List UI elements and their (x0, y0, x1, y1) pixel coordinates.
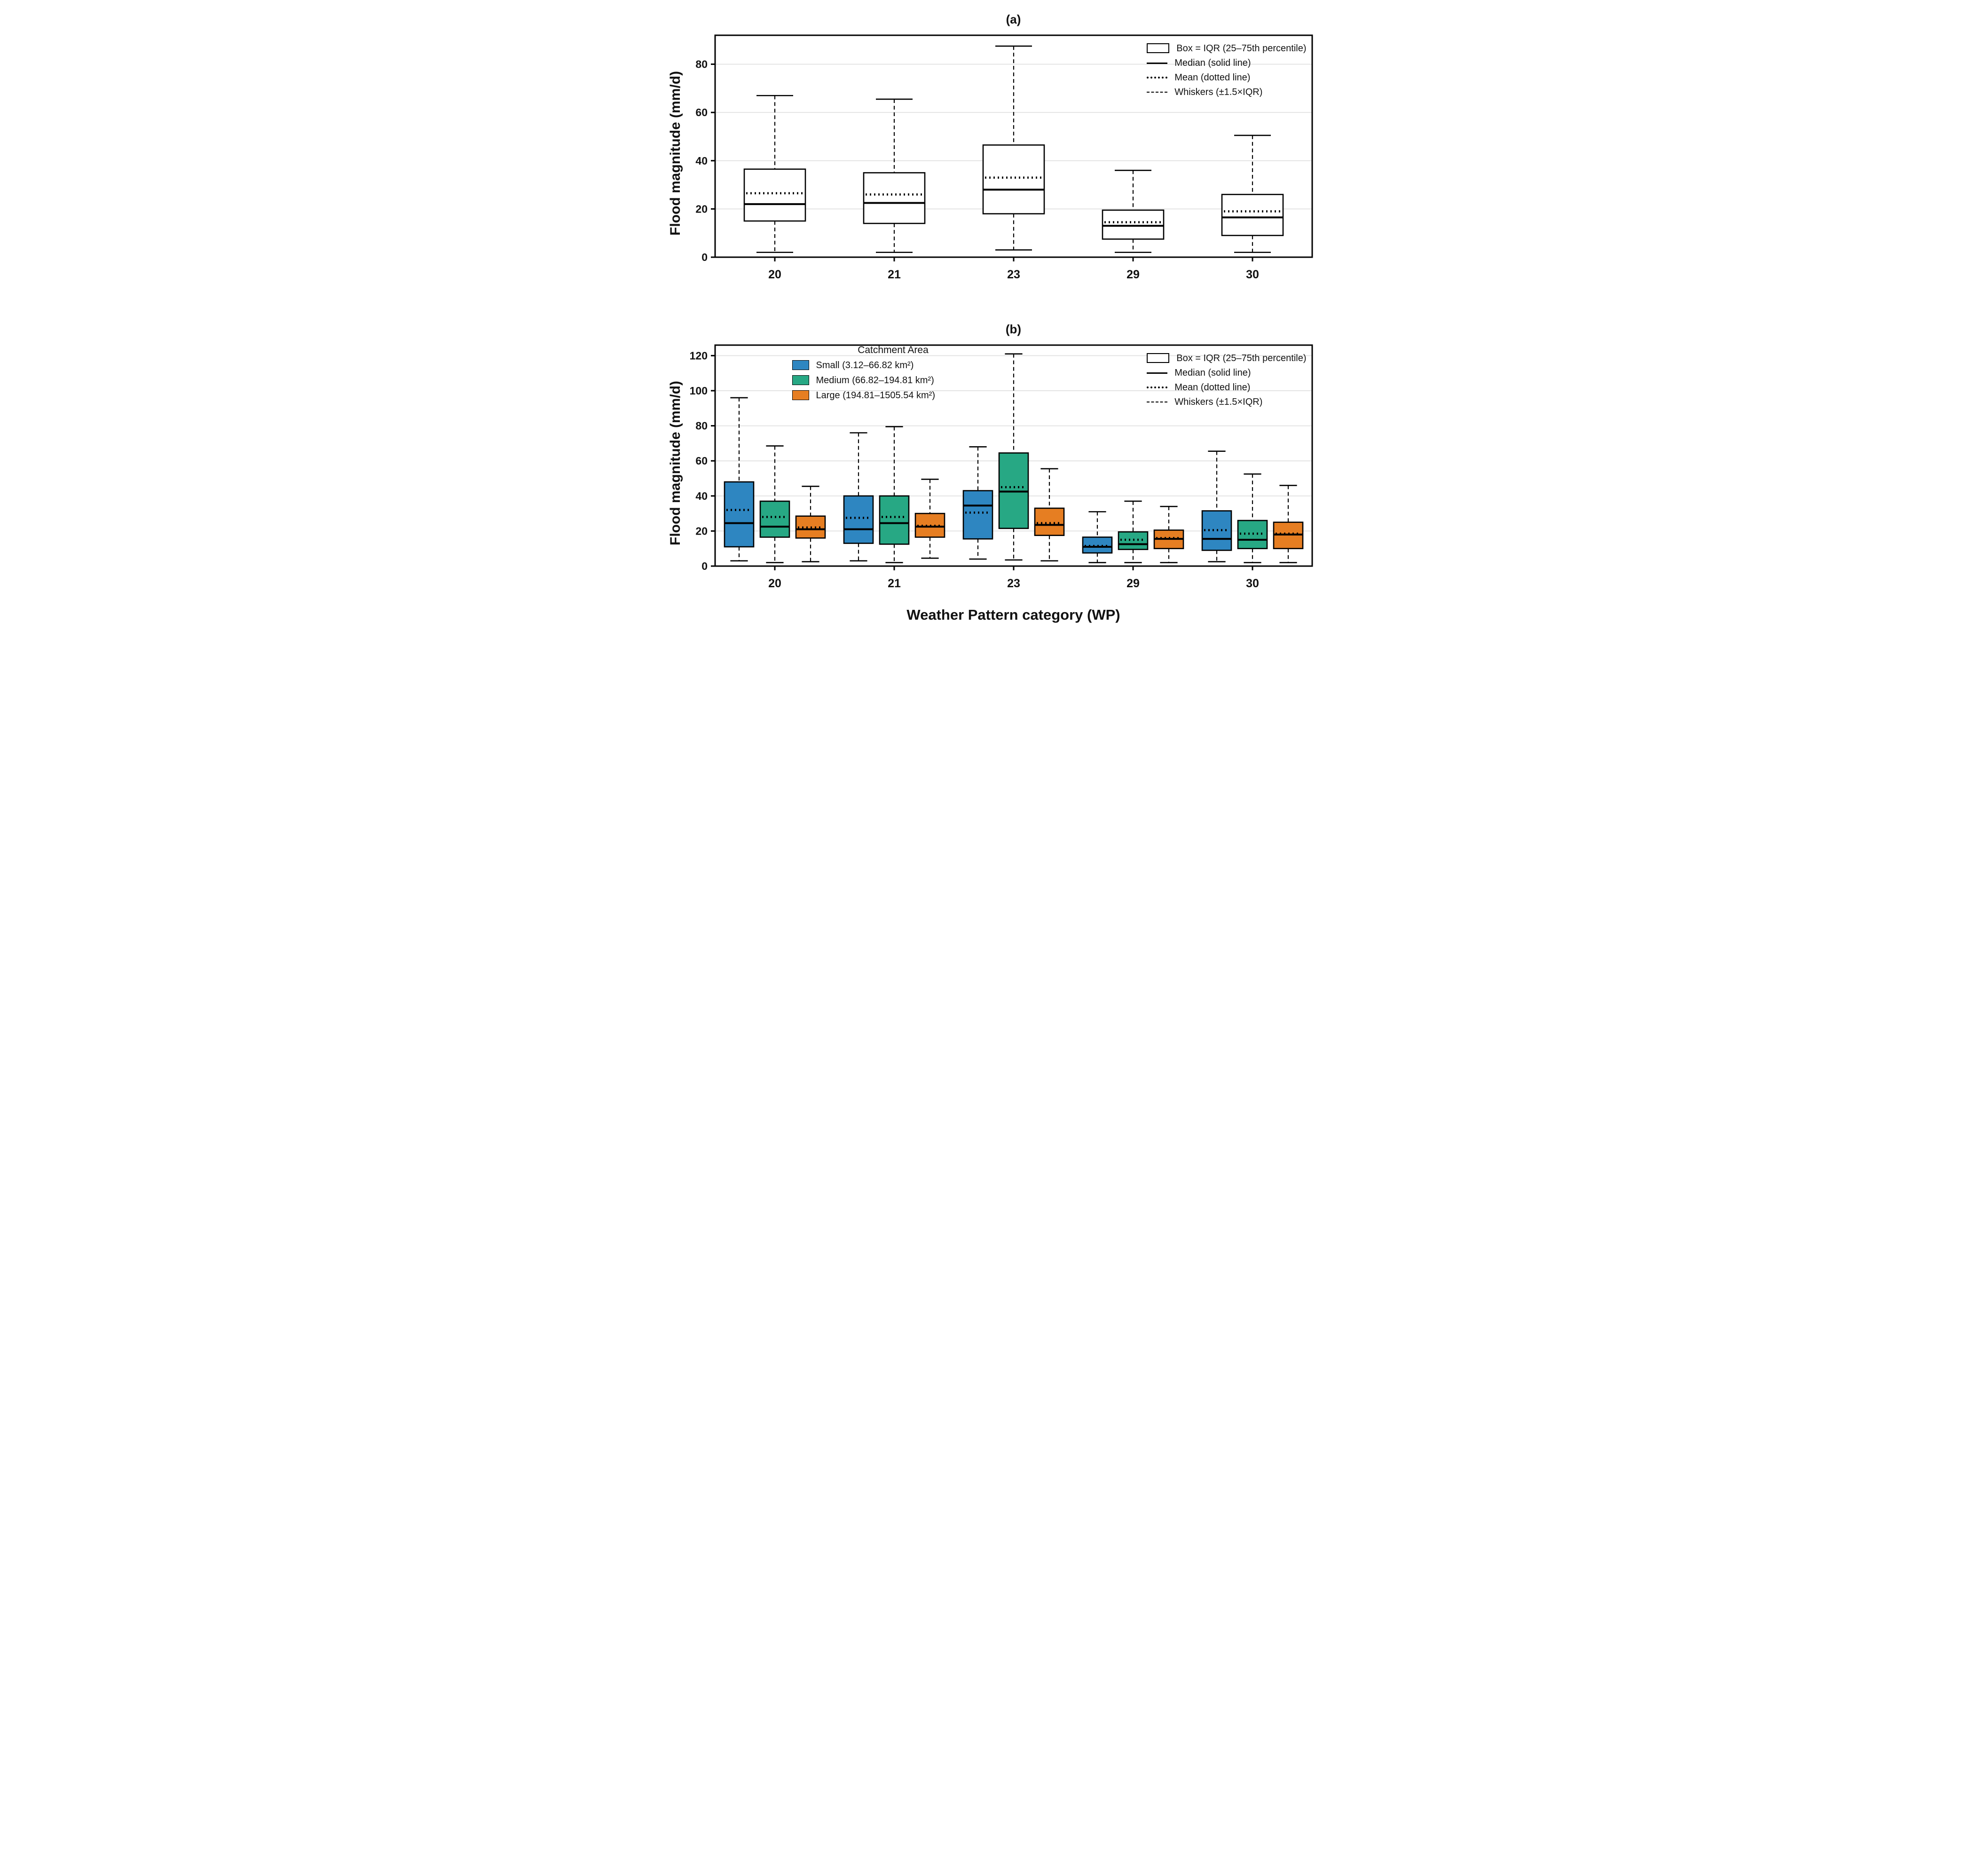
iqr-box (962, 490, 993, 540)
panel-b-chart: 0 20 40 60 80 100 120 20 21 23 29 30 (689, 344, 1313, 590)
mean-line-glyph-icon (1147, 77, 1168, 79)
iqr-box-glyph-icon (1147, 43, 1170, 53)
figure: (a) 0 20 40 60 80 20 21 23 29 30 Flood magnitude … (655, 0, 1323, 642)
panel-a-title: (a) (1006, 12, 1021, 26)
panel-gap (655, 292, 1323, 322)
iqr-box (863, 172, 925, 224)
median-line-glyph-icon (1147, 62, 1168, 64)
panel-b-y-axis-label: Flood magnitude (mm/d) (667, 381, 683, 545)
panel-a: (a) 0 20 40 60 80 20 21 23 29 30 Flood magnitude … (655, 12, 1323, 292)
x-tick-label: 30 (1246, 577, 1259, 590)
x-tick-label: 23 (1007, 268, 1020, 281)
iqr-box (1102, 209, 1164, 240)
x-tick-label: 20 (768, 268, 781, 281)
legend-label: Box = IQR (25–75th percentile) (1176, 353, 1307, 363)
panel-a-plot-wrap: 0 20 40 60 80 20 21 23 29 30 Flood magnitude (mm/… (655, 29, 1323, 292)
x-tick-label: 20 (768, 577, 781, 590)
iqr-box (724, 481, 754, 548)
iqr-box (843, 495, 874, 544)
whisker-line-glyph-icon (1147, 92, 1168, 93)
legend-label: Mean (dotted line) (1174, 72, 1251, 83)
legend-item-medium: Medium (66.82–194.81 km²) (792, 375, 994, 385)
legend-item-box: Box = IQR (25–75th percentile) (1147, 353, 1307, 363)
small-color-swatch-icon (792, 360, 809, 370)
x-axis-label: Weather Pattern category (WP) (906, 607, 1120, 623)
x-tick-label: 23 (1007, 577, 1020, 590)
legend-label: Medium (66.82–194.81 km²) (816, 375, 934, 386)
median-line-glyph-icon (1147, 372, 1168, 374)
y-tick-label: 20 (695, 203, 708, 215)
y-tick-label: 20 (695, 525, 708, 537)
y-tick-label: 100 (689, 385, 707, 397)
y-tick-label: 0 (701, 251, 708, 263)
iqr-box (982, 144, 1045, 214)
x-tick-label: 29 (1126, 268, 1140, 281)
x-tick-label: 29 (1126, 577, 1140, 590)
legend-label: Whiskers (±1.5×IQR) (1174, 397, 1263, 407)
legend-item-whisker: Whiskers (±1.5×IQR) (1147, 397, 1306, 407)
y-tick-label: 80 (695, 58, 708, 71)
x-tick-label: 21 (888, 268, 901, 281)
panel-b: (b) 0 20 40 60 80 100 120 20 21 23 29 30 Flood magn… (655, 322, 1323, 623)
legend-item-whisker: Whiskers (±1.5×IQR) (1147, 87, 1306, 97)
y-tick-label: 40 (695, 490, 708, 502)
legend-item-mean: Mean (dotted line) (1147, 73, 1306, 82)
panel-a-chart: 0 20 40 60 80 20 21 23 29 30 (695, 34, 1313, 281)
legend-label: Large (194.81–1505.54 km²) (816, 390, 936, 401)
legend-label: Median (solid line) (1174, 368, 1251, 378)
legend-label: Median (solid line) (1174, 58, 1251, 68)
y-tick-label: 40 (695, 155, 708, 167)
y-tick-label: 60 (695, 455, 708, 467)
iqr-box (1034, 507, 1064, 536)
y-tick-label: 80 (695, 420, 708, 432)
legend-label: Whiskers (±1.5×IQR) (1174, 87, 1263, 97)
panel-b-plot-wrap: 0 20 40 60 80 100 120 20 21 23 29 30 Flood magnitud… (655, 339, 1323, 602)
catchment-legend: Catchment Area Small (3.12–66.82 km²) Me… (792, 345, 994, 405)
panel-b-style-legend: Box = IQR (25–75th percentile) Median (s… (1147, 348, 1307, 412)
iqr-box (759, 500, 790, 538)
legend-item-median: Median (solid line) (1147, 368, 1306, 378)
legend-item-median: Median (solid line) (1147, 58, 1306, 68)
y-tick-label: 60 (695, 106, 708, 118)
panel-a-y-axis-label: Flood magnitude (mm/d) (667, 71, 683, 236)
panel-a-style-legend: Box = IQR (25–75th percentile) Median (s… (1147, 38, 1307, 102)
legend-item-small: Small (3.12–66.82 km²) (792, 360, 994, 370)
x-tick-label: 21 (888, 577, 901, 590)
mean-line-glyph-icon (1147, 386, 1168, 388)
y-tick-label: 0 (701, 560, 708, 572)
legend-label: Small (3.12–66.82 km²) (816, 360, 914, 370)
large-color-swatch-icon (792, 390, 809, 400)
legend-item-large: Large (194.81–1505.54 km²) (792, 390, 994, 400)
legend-label: Box = IQR (25–75th percentile) (1176, 43, 1307, 54)
medium-color-swatch-icon (792, 375, 809, 385)
y-tick-label: 120 (689, 349, 707, 362)
legend-label: Mean (dotted line) (1174, 382, 1251, 393)
iqr-box-glyph-icon (1147, 353, 1170, 363)
panel-b-title: (b) (1005, 322, 1022, 336)
iqr-box (879, 495, 909, 545)
x-tick-label: 30 (1246, 268, 1259, 281)
legend-item-box: Box = IQR (25–75th percentile) (1147, 43, 1307, 54)
catchment-legend-title: Catchment Area (858, 345, 929, 355)
iqr-box (1221, 194, 1284, 236)
iqr-box (743, 168, 806, 222)
legend-item-mean: Mean (dotted line) (1147, 383, 1306, 392)
